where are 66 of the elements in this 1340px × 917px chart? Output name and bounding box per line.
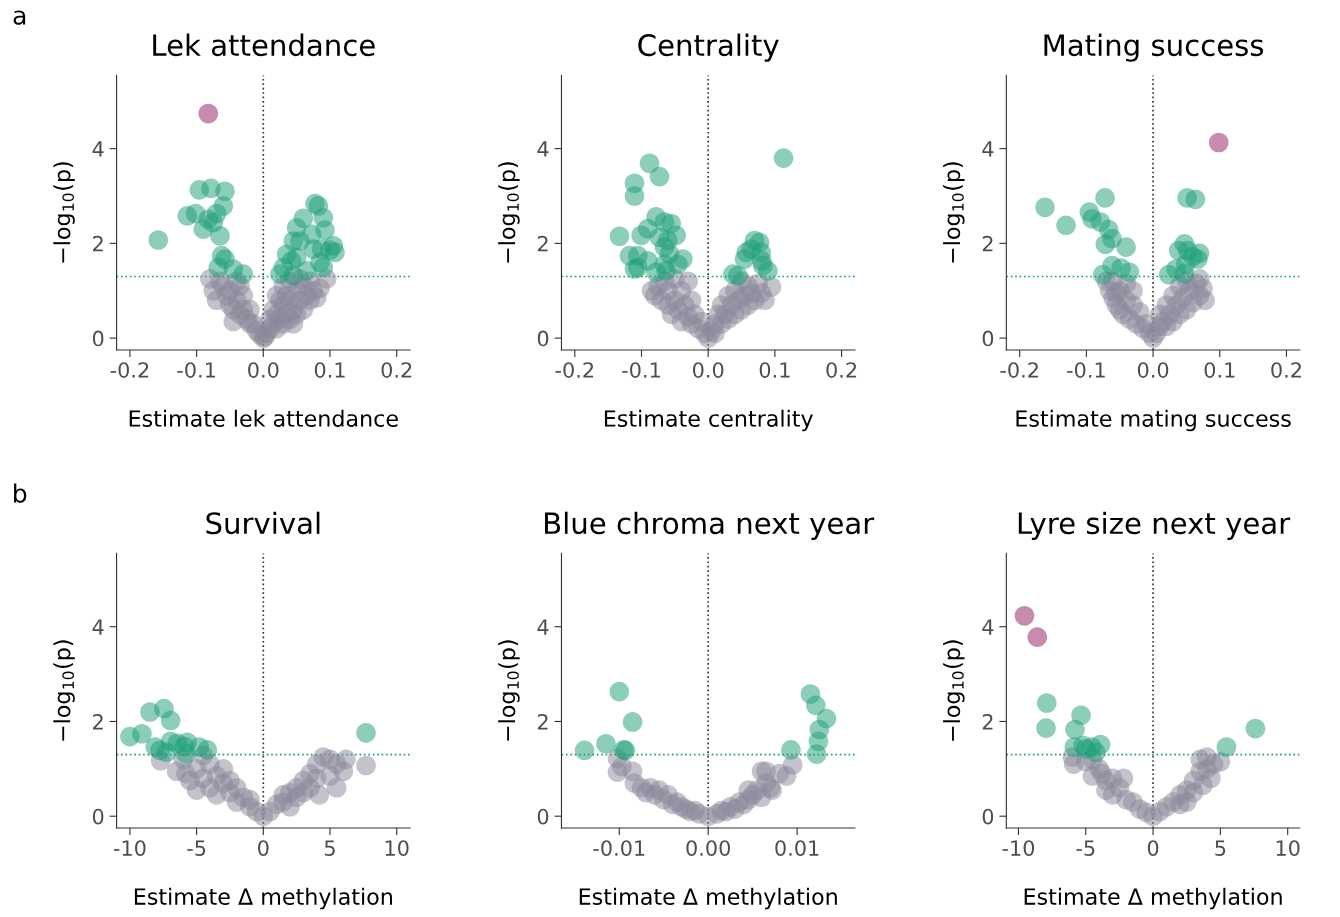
y-axis-title: −log$_{10}$(p) [943, 640, 965, 741]
y-tick-label: 4 [537, 141, 549, 157]
y-tick-label: 2 [537, 713, 548, 730]
chart-title: Centrality [638, 33, 779, 62]
y-tick-label: 2 [93, 235, 103, 252]
y-tick-label: 0 [92, 330, 104, 347]
chart-title: Survival [206, 511, 320, 535]
y-tick-label: 2 [537, 235, 548, 252]
x-axis-title: Estimate Δ methylation [1024, 887, 1282, 910]
y-tick-label: 4 [982, 619, 994, 635]
x-tick-label: 0.2 [1271, 362, 1301, 378]
x-tick-label: 5 [324, 840, 335, 856]
x-axis-title: Estimate centrality [604, 409, 813, 432]
y-tick-label: 4 [982, 141, 994, 157]
x-tick-label: 0.0 [693, 362, 724, 378]
chart-title: Blue chroma next year [545, 511, 875, 540]
x-axis-title: Estimate lek attendance [129, 409, 398, 427]
x-tick-label: 0.1 [759, 362, 790, 378]
x-tick-label: 0.0 [1137, 362, 1169, 378]
chart-title: Mating success [1044, 33, 1264, 62]
y-axis-title: −log$_{10}$(p) [498, 640, 520, 741]
y-axis-title: −log$_{10}$(p) [498, 162, 520, 263]
x-tick-label: 0.1 [1204, 362, 1235, 378]
chart-title: Lyre size next year [1018, 511, 1291, 540]
y-tick-label: 4 [92, 141, 104, 157]
x-tick-label: 5 [1215, 840, 1226, 856]
x-axis-title: Estimate Δ methylation [579, 887, 837, 910]
y-tick-label: 0 [982, 330, 994, 347]
y-tick-label: 0 [537, 330, 549, 347]
chart-title: Lek attendance [153, 33, 375, 57]
y-axis-title: −log$_{10}$(p) [53, 162, 75, 263]
y-tick-label: 2 [93, 713, 103, 730]
x-tick-label: 0.0 [248, 362, 279, 378]
x-tick-label: 0 [1147, 840, 1159, 856]
x-tick-label: -10 [1002, 840, 1035, 856]
x-tick-label: 0.1 [314, 362, 345, 378]
x-tick-label: 0.00 [686, 840, 730, 856]
text: b [14, 483, 27, 503]
x-tick-label: 0.2 [826, 362, 857, 378]
y-tick-label: 4 [92, 619, 104, 635]
x-tick-label: 10 [385, 840, 409, 856]
x-tick-label: 0.01 [775, 840, 819, 856]
y-axis-title: −log$_{10}$(p) [943, 162, 965, 263]
y-tick-label: 2 [982, 713, 993, 730]
x-tick-label: -5 [187, 840, 206, 856]
x-axis-title: Estimate mating success [1016, 409, 1291, 432]
x-tick-label: 0 [258, 840, 269, 856]
x-tick-label: -0.1 [177, 362, 216, 378]
x-tick-label: -0.1 [1067, 362, 1105, 378]
text: a [13, 10, 26, 25]
y-tick-label: 0 [982, 808, 994, 825]
y-tick-label: 4 [537, 619, 549, 635]
x-tick-label: 0.2 [381, 362, 412, 378]
y-axis-title: −log$_{10}$(p) [53, 640, 75, 741]
y-tick-label: 0 [92, 808, 104, 825]
y-tick-label: 2 [982, 235, 993, 252]
x-tick-label: -0.2 [1000, 362, 1038, 378]
y-tick-label: 0 [537, 808, 549, 825]
x-tick-label: -0.2 [110, 362, 149, 378]
x-tick-label: -5 [1076, 840, 1095, 856]
x-axis-title: Estimate Δ methylation [134, 887, 392, 910]
x-tick-label: -0.1 [622, 362, 660, 378]
x-tick-label: -0.2 [555, 362, 594, 378]
x-tick-label: -10 [113, 840, 146, 856]
x-tick-label: -0.01 [593, 840, 645, 856]
x-tick-label: 10 [1276, 840, 1300, 856]
